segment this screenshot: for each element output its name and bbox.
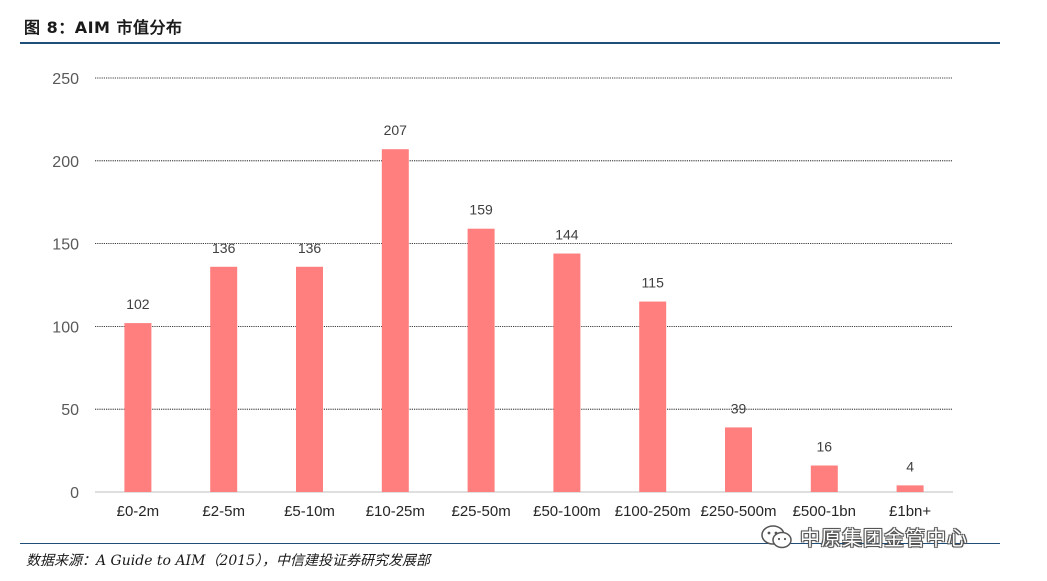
title-divider	[20, 42, 1000, 44]
data-label: 115	[642, 275, 665, 291]
x-tick-label: £100-250m	[615, 503, 691, 520]
bar-2	[296, 266, 323, 492]
data-label: 159	[469, 202, 493, 218]
bar-1	[210, 266, 238, 492]
data-label: 4	[906, 458, 914, 474]
y-tick-label: 50	[61, 402, 79, 419]
bar-9	[896, 485, 924, 492]
x-tick-label: £1bn+	[889, 503, 931, 520]
bar-0	[124, 323, 152, 492]
bar-4	[467, 228, 495, 493]
data-label: 16	[817, 439, 833, 455]
x-axis-ticks: £0-2m £2-5m £5-10m £10-25m £25-50m £50-100m £1…	[117, 503, 932, 520]
y-tick-label: 200	[52, 154, 79, 171]
bar-6	[639, 301, 667, 492]
watermark: 中原集团金管中心	[760, 522, 968, 551]
footer-divider	[20, 543, 1000, 544]
bar-3	[381, 149, 409, 492]
bar-5	[553, 253, 581, 492]
y-tick-label: 150	[52, 237, 79, 254]
y-tick-label: 250	[52, 71, 79, 88]
data-label: 39	[731, 400, 747, 416]
bar-8	[810, 465, 838, 492]
gridlines	[95, 77, 953, 493]
x-tick-label: £0-2m	[117, 503, 160, 520]
wechat-icon	[761, 524, 792, 548]
data-label: 207	[384, 122, 408, 138]
data-label: 136	[212, 240, 236, 256]
source-note: 数据来源：A Guide to AIM（2015），中信建投证券研究发展部	[26, 553, 431, 569]
figure-title: 图 8：AIM 市值分布	[24, 18, 183, 37]
x-tick-label: £50-100m	[533, 503, 601, 520]
x-tick-label: £5-10m	[284, 503, 335, 520]
y-axis-ticks: 0 50 100 150 200 250	[52, 71, 79, 502]
data-label: 136	[298, 240, 322, 256]
data-label: 144	[555, 227, 579, 243]
data-labels: 102 136 136 207 159 144 115 39 16 4	[126, 122, 914, 474]
x-tick-label: £250-500m	[701, 503, 777, 520]
watermark-text: 中原集团金管中心	[800, 526, 968, 550]
data-label: 102	[126, 296, 150, 312]
y-tick-label: 100	[52, 319, 79, 336]
x-tick-label: £25-50m	[451, 503, 510, 520]
x-tick-label: £2-5m	[202, 503, 245, 520]
x-tick-label: £10-25m	[366, 503, 425, 520]
bar-7	[725, 427, 752, 492]
x-tick-label: £500-1bn	[793, 503, 856, 520]
bars	[124, 149, 924, 493]
y-tick-label: 0	[70, 485, 79, 502]
